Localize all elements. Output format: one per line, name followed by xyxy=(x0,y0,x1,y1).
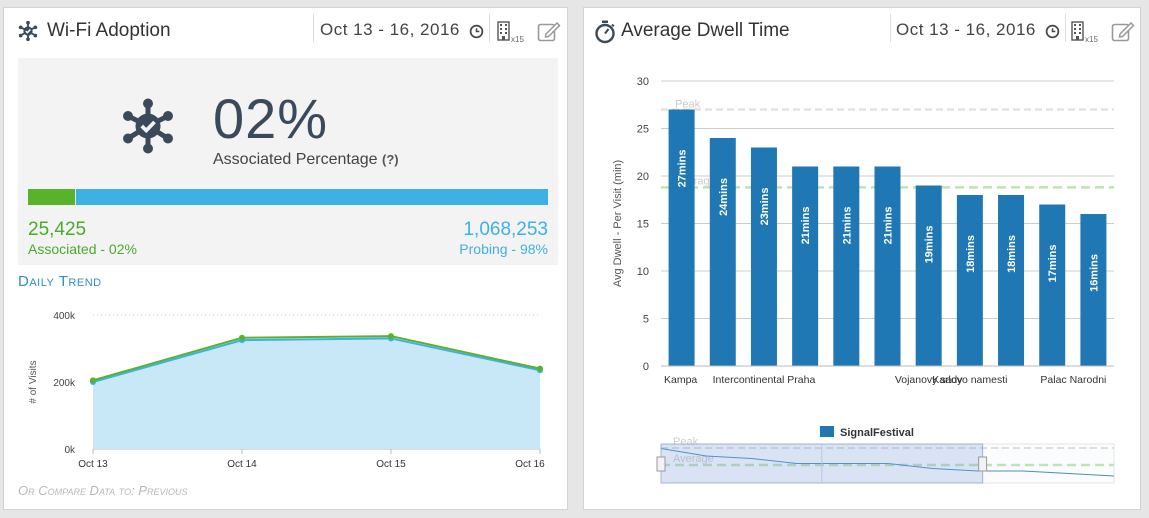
bar-value-label: 16mins xyxy=(1088,254,1100,292)
legend-swatch xyxy=(820,426,834,437)
bar-value-label: 24mins xyxy=(718,178,730,216)
bar-value-label: 19mins xyxy=(924,226,936,264)
edit-icon[interactable] xyxy=(537,21,561,42)
probing-count: 1,068,253 xyxy=(463,219,548,240)
peak-label: Peak xyxy=(675,99,701,111)
y-tick-label: 30 xyxy=(637,76,649,88)
navigator-handle-right[interactable] xyxy=(978,456,988,472)
associated-percentage: 02% xyxy=(213,87,329,150)
associated-point xyxy=(537,365,543,372)
date-range[interactable]: Oct 13 - 16, 2016 xyxy=(320,20,460,39)
x-tick-label: Karlovo namesti xyxy=(932,374,1007,386)
x-tick-label: Oct 15 xyxy=(376,459,406,470)
legend-label: SignalFestival xyxy=(840,427,914,439)
building-icon[interactable] xyxy=(497,21,510,41)
x-tick-label: Oct 16 xyxy=(515,459,545,470)
associated-point xyxy=(239,334,245,341)
x-tick-label: Vojanovy sady xyxy=(895,374,963,386)
bar xyxy=(1039,204,1066,366)
x-tick-label: Intercontinental Praha xyxy=(713,374,816,386)
help-icon[interactable]: (?) xyxy=(382,152,399,167)
y-axis-label: # of Visits xyxy=(28,360,39,403)
bar xyxy=(668,109,695,366)
bar-value-label: 18mins xyxy=(1006,235,1018,273)
y-tick-label: 0 xyxy=(643,361,649,373)
probing-line xyxy=(92,337,541,383)
bar-value-label: 27mins xyxy=(677,150,689,188)
associated-label: Associated - 02% xyxy=(28,241,137,257)
x-tick-label: Oct 13 xyxy=(78,459,108,470)
y-tick-label: 20 xyxy=(637,171,649,183)
associated-count: 25,425 xyxy=(28,219,87,240)
bar xyxy=(874,166,901,366)
y-tick-label: 400k xyxy=(53,311,76,322)
y-tick-label: 15 xyxy=(637,219,649,231)
associated-bar xyxy=(28,189,75,205)
navigator-series-line xyxy=(660,448,1115,477)
bar-value-label: 21mins xyxy=(841,207,853,245)
y-axis-label: Avg Dwell - Per Visit (min) xyxy=(612,160,624,287)
date-range[interactable]: Oct 13 - 16, 2016 xyxy=(896,20,1036,39)
network-hub-icon xyxy=(18,20,38,42)
y-tick-label: 200k xyxy=(53,378,76,389)
y-tick-label: 0k xyxy=(64,445,76,456)
stopwatch-icon xyxy=(595,20,615,44)
daily-trend-chart: 0k 200k 400k # of Visits Oct 13 Oct 14 Oct 15 O… xyxy=(28,311,545,470)
bar xyxy=(709,138,736,366)
x-tick-label: Palac Narodni xyxy=(1040,374,1106,386)
y-tick-label: 25 xyxy=(637,124,649,136)
bar xyxy=(915,185,942,366)
site-count: x15 xyxy=(1085,35,1098,44)
x-tick-label: Oct 14 xyxy=(227,459,257,470)
building-icon[interactable] xyxy=(1071,21,1084,41)
dwell-time-chart: 0 5 10 15 20 25 30 Avg Dwell - Per Visit (min) P… xyxy=(612,76,1115,484)
bar-value-label: 18mins xyxy=(965,235,977,273)
wifi-adoption-card: Wi-Fi Adoption Oct 13 - 16, 2016 x15 xyxy=(3,7,568,510)
daily-trend-title: Daily Trend xyxy=(18,273,102,290)
card-title: Average Dwell Time xyxy=(621,20,790,41)
bar xyxy=(956,195,983,366)
bar xyxy=(792,166,819,366)
header-divider xyxy=(890,14,891,42)
dwell-time-card: Average Dwell Time Oct 13 - 16, 2016 x15… xyxy=(583,7,1141,510)
header-divider xyxy=(313,14,314,42)
associated-percentage-label: Associated Percentage (?) xyxy=(213,151,399,168)
probing-area xyxy=(93,338,540,449)
site-count: x15 xyxy=(511,35,524,44)
network-hub-icon xyxy=(123,98,173,154)
card-header: Wi-Fi Adoption Oct 13 - 16, 2016 x15 xyxy=(4,8,567,50)
navigator-handle-left[interactable] xyxy=(656,456,666,472)
bar-value-label: 23mins xyxy=(759,188,771,226)
associated-point xyxy=(388,333,394,340)
associated-point xyxy=(90,377,96,384)
probing-label: Probing - 98% xyxy=(459,241,548,257)
associated-line xyxy=(92,335,541,382)
adoption-summary: 02% Associated Percentage (?) 25,425 Ass… xyxy=(18,58,558,265)
bar xyxy=(998,195,1025,366)
clock-icon[interactable] xyxy=(1045,24,1060,39)
header-divider xyxy=(489,14,490,42)
x-tick-label: Kampa xyxy=(664,374,697,386)
bar-value-label: 17mins xyxy=(1047,245,1059,283)
bar xyxy=(750,147,777,366)
bar xyxy=(833,166,860,366)
clock-icon[interactable] xyxy=(469,24,484,39)
y-tick-label: 5 xyxy=(643,314,649,326)
bar-value-label: 21mins xyxy=(883,207,895,245)
y-tick-label: 10 xyxy=(637,266,649,278)
bar-value-label: 21mins xyxy=(800,206,812,244)
bar xyxy=(1080,214,1107,366)
compare-data-link[interactable]: Or Compare Data to: Previous xyxy=(18,483,188,498)
card-title: Wi-Fi Adoption xyxy=(47,20,171,41)
header-divider xyxy=(1065,14,1066,42)
card-header: Average Dwell Time Oct 13 - 16, 2016 x15 xyxy=(584,8,1140,50)
edit-icon[interactable] xyxy=(1111,21,1135,42)
navigator-peak-label: Peak xyxy=(673,436,699,448)
probing-bar xyxy=(76,189,548,205)
